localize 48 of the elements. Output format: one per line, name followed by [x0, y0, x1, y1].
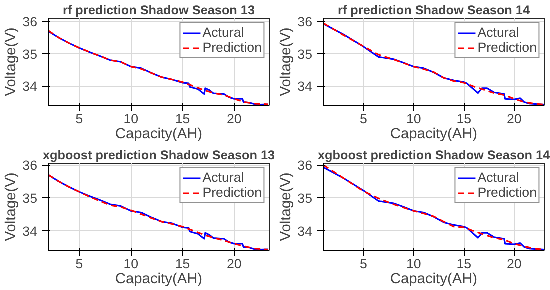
x-tick-label: 5 [360, 112, 368, 126]
x-tick-label: 20 [226, 112, 242, 126]
legend-label: Actural [202, 25, 244, 40]
y-tick-label: 35 [298, 190, 313, 206]
legend-label: Actural [478, 170, 520, 185]
x-tick-label: 10 [406, 256, 422, 272]
y-axis-title: Voltage(V) [4, 28, 20, 96]
legend-label: Prediction [202, 185, 262, 200]
y-axis-title: Voltage(V) [278, 172, 295, 242]
y-tick-label: 35 [298, 46, 313, 62]
y-tick-label: 36 [298, 158, 313, 174]
x-tick-label: 10 [406, 112, 422, 126]
x-tick-label: 15 [175, 112, 190, 126]
x-axis-title: Capacity(AH) [115, 126, 203, 142]
x-tick-label: 15 [175, 256, 190, 272]
chart-title: rf prediction Shadow Season 14 [338, 4, 530, 18]
y-tick-label: 34 [22, 224, 38, 239]
legend-label: Prediction [202, 40, 262, 55]
legend-label: Actural [478, 25, 520, 40]
y-tick-label: 34 [298, 79, 314, 94]
chart-title: rf prediction Shadow Season 13 [63, 4, 256, 18]
chart-title: xgboost prediction Shadow Season 13 [42, 148, 276, 162]
chart-title: xgboost prediction Shadow Season 14 [318, 148, 550, 162]
x-axis-title: Capacity(AH) [390, 126, 478, 142]
y-tick-label: 36 [22, 158, 38, 174]
x-tick-label: 10 [124, 112, 139, 126]
x-tick-label: 5 [360, 256, 368, 272]
x-tick-label: 15 [456, 112, 472, 126]
x-axis-title: Capacity(AH) [390, 272, 478, 288]
x-tick-label: 20 [506, 112, 522, 126]
x-tick-label: 20 [226, 256, 242, 272]
legend-label: Prediction [478, 185, 537, 200]
y-tick-label: 34 [22, 79, 38, 94]
y-axis-title: Voltage(V) [278, 28, 295, 96]
x-tick-label: 20 [506, 256, 522, 272]
y-tick-label: 34 [298, 224, 314, 239]
x-tick-label: 15 [456, 256, 472, 272]
x-tick-label: 10 [124, 256, 139, 272]
y-axis-title: Voltage(V) [4, 172, 20, 242]
y-tick-label: 35 [22, 46, 38, 62]
legend-label: Actural [202, 170, 244, 185]
x-axis-title: Capacity(AH) [115, 272, 203, 288]
x-tick-label: 5 [76, 112, 84, 126]
y-tick-label: 36 [298, 14, 313, 30]
y-tick-label: 36 [22, 14, 38, 30]
legend-label: Prediction [478, 40, 537, 55]
y-tick-label: 35 [22, 190, 38, 206]
x-tick-label: 5 [76, 256, 84, 272]
